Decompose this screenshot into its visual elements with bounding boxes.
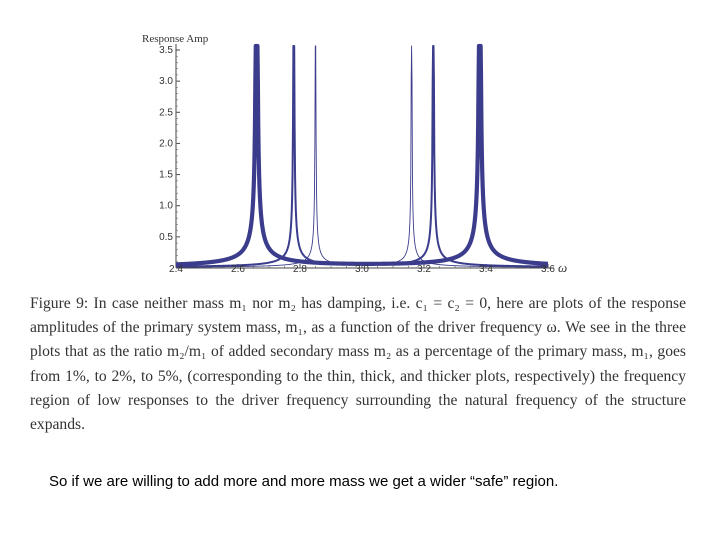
response-amplitude-chart: 2.4 2.6 2.8 3.0 3.2 3.4 3.6 0.5 1.0 1.5 2.0 2.5 3.0 3… (142, 33, 567, 275)
x-tick-label: 2.4 (169, 264, 183, 275)
x-axis-label: ω (558, 260, 567, 275)
figure-caption: Figure 9: In case neither mass m₁ nor m₂… (30, 292, 686, 437)
y-tick-label: 2.0 (159, 138, 173, 149)
y-axis-label: Response Amp (142, 33, 209, 45)
chart-labels: 2.4 2.6 2.8 3.0 3.2 3.4 3.6 0.5 1.0 1.5 2.0 2.5 3.0 3… (142, 33, 567, 275)
series-line-thicker (174, 43, 550, 267)
x-tick-label: 2.8 (293, 264, 307, 275)
x-tick-label: 3.0 (355, 264, 369, 275)
y-tick-label: 3.5 (159, 45, 173, 56)
y-tick-label: 1.0 (159, 201, 173, 212)
series-line-thin (175, 45, 549, 268)
chart-axes (175, 44, 554, 269)
y-tick-label: 1.5 (159, 170, 173, 181)
chart-series (174, 43, 550, 268)
x-tick-label: 3.2 (417, 264, 431, 275)
x-tick-label: 3.4 (479, 264, 493, 275)
y-tick-label: 0.5 (159, 232, 173, 243)
figure-caption-text: Figure 9: In case neither mass m₁ nor m₂… (30, 295, 686, 434)
x-tick-label: 3.6 (541, 264, 555, 275)
series-line-thick (175, 45, 549, 268)
y-tick-label: 2.5 (159, 107, 173, 118)
x-tick-label: 2.6 (231, 264, 245, 275)
y-tick-label: 3.0 (159, 76, 173, 87)
summary-text: So if we are willing to add more and mor… (49, 473, 559, 490)
